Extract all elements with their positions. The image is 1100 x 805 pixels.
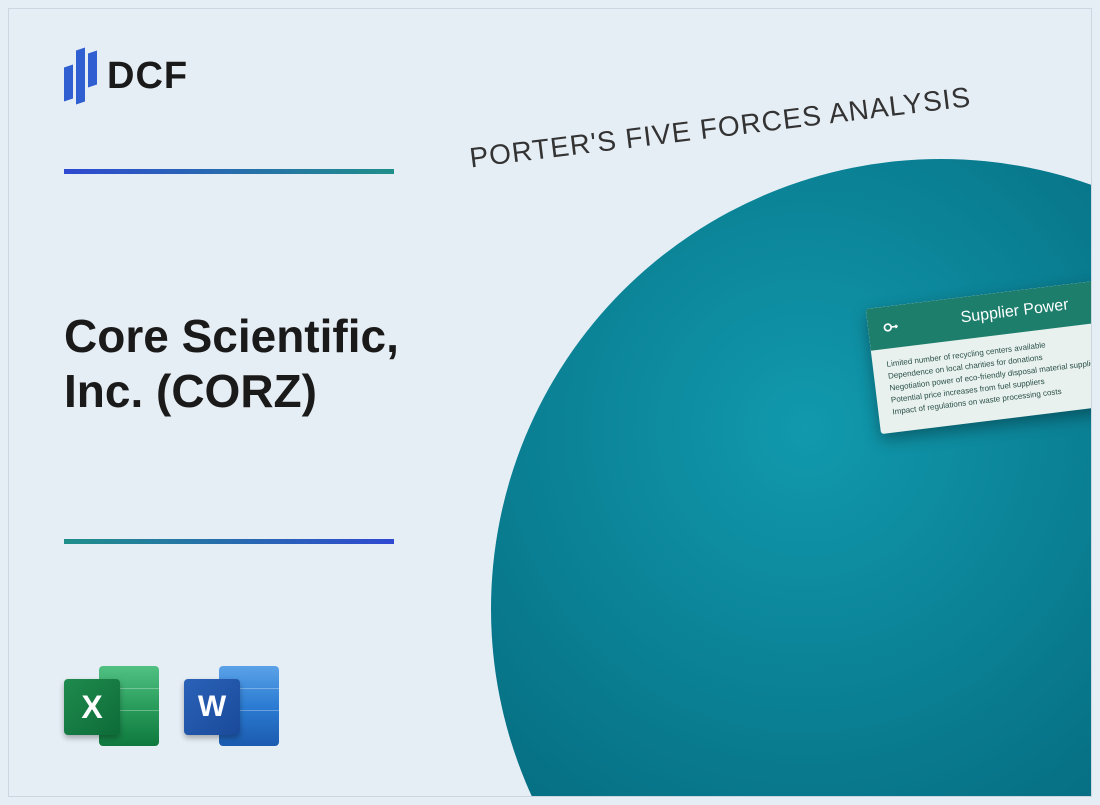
background-circle — [491, 159, 1092, 797]
title-line-1: Core Scientific, — [64, 309, 399, 364]
word-icon[interactable]: W — [184, 661, 279, 751]
logo-bars-icon — [64, 49, 97, 103]
title-line-2: Inc. (CORZ) — [64, 364, 399, 419]
divider-top — [64, 169, 394, 174]
excel-icon[interactable]: X — [64, 661, 159, 751]
divider-bottom — [64, 539, 394, 544]
app-icons-row: X W — [64, 661, 279, 751]
page-title: Core Scientific, Inc. (CORZ) — [64, 309, 399, 419]
word-letter: W — [184, 679, 240, 735]
brand-logo: DCF — [64, 49, 188, 103]
brand-name: DCF — [107, 55, 188, 98]
hero-frame: DCF Core Scientific, Inc. (CORZ) X W POR… — [8, 8, 1092, 797]
excel-letter: X — [64, 679, 120, 735]
key-icon — [879, 315, 904, 340]
